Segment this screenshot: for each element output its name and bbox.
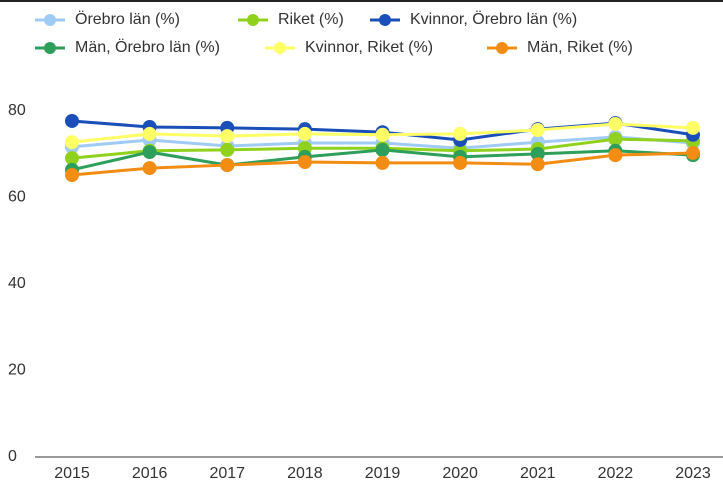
y-tick-label: 80 (8, 102, 26, 119)
data-point (297, 126, 312, 141)
x-tick-label: 2016 (132, 465, 168, 482)
legend-marker (44, 14, 56, 26)
data-point (65, 151, 79, 166)
data-point (686, 120, 700, 135)
x-tick-label: 2023 (675, 465, 711, 482)
data-point (142, 161, 157, 176)
data-point (530, 146, 545, 161)
data-point (375, 127, 390, 142)
legend-label: Kvinnor, Örebro län (%) (410, 10, 577, 28)
data-point (375, 155, 390, 170)
data-point (530, 157, 545, 172)
data-point (608, 132, 623, 147)
y-tick-label: 20 (8, 362, 26, 379)
legend-marker (379, 14, 391, 26)
y-tick-label: 40 (8, 275, 26, 292)
legend-label: Män, Riket (%) (527, 39, 633, 56)
data-point (453, 126, 468, 141)
data-point (142, 145, 157, 160)
data-point (142, 126, 157, 141)
y-tick-label: 0 (8, 448, 17, 465)
x-tick-label: 2017 (209, 465, 245, 482)
y-tick-label: 60 (8, 189, 26, 206)
data-point (608, 116, 623, 131)
x-tick-label: 2020 (442, 465, 478, 482)
data-point (686, 145, 700, 160)
top-border (0, 0, 723, 2)
data-point (375, 142, 390, 157)
x-tick-label: 2022 (598, 465, 634, 482)
legend-marker (247, 14, 259, 26)
data-point (65, 135, 79, 150)
legend-marker (44, 42, 56, 54)
data-point (65, 113, 79, 128)
data-point (608, 148, 623, 163)
legend-marker (496, 42, 508, 54)
x-tick-label: 2018 (287, 465, 323, 482)
data-point (453, 155, 468, 170)
x-tick-label: 2021 (520, 465, 556, 482)
data-point (220, 129, 235, 144)
legend-label: Riket (%) (278, 11, 344, 28)
legend-label: Kvinnor, Riket (%) (305, 39, 433, 56)
x-tick-label: 2019 (365, 465, 401, 482)
legend-label: Örebro län (%) (75, 10, 180, 28)
legend-marker (274, 42, 286, 54)
data-point (297, 155, 312, 170)
data-point (220, 158, 235, 173)
data-point (220, 142, 235, 157)
data-point (65, 168, 79, 183)
x-tick-label: 2015 (54, 465, 90, 482)
data-point (530, 123, 545, 138)
legend-label: Män, Örebro län (%) (75, 38, 220, 56)
